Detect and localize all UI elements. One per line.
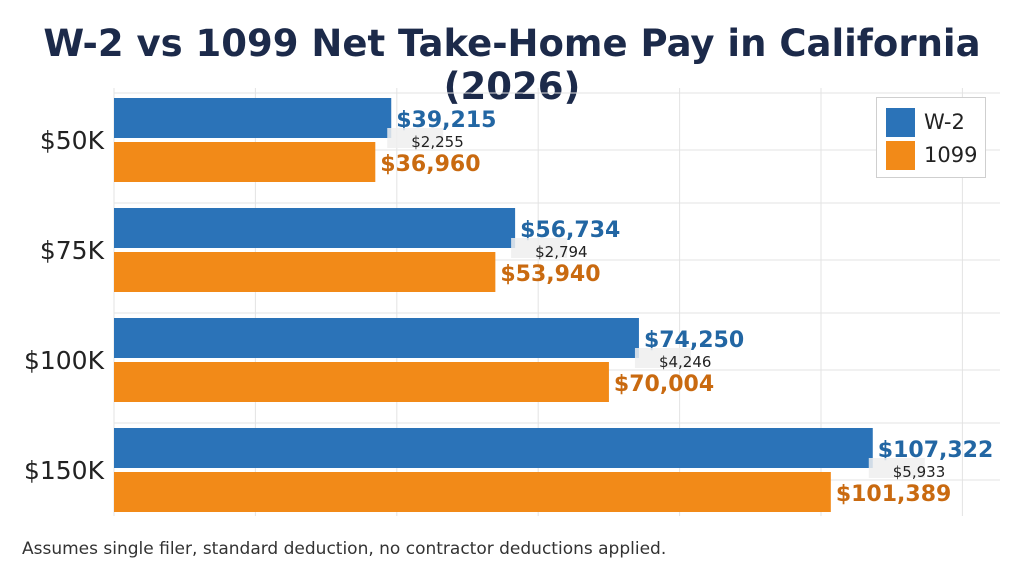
difference-label: $4,246 [659,353,712,371]
value-label-1099: $36,960 [380,152,480,177]
bar-w2 [114,208,516,248]
difference-label-backdrop [511,238,568,258]
category-tick-label: $75K [40,236,105,265]
bar-1099 [114,472,831,512]
footnote: Assumes single filer, standard deduction… [22,539,667,559]
legend-label-w2: W-2 [924,110,965,134]
difference-label: $2,255 [411,133,464,151]
value-label-1099: $101,389 [836,482,952,507]
bar-w2 [114,318,639,358]
category-tick-label: $100K [24,346,105,375]
legend-swatch-w2 [886,107,915,137]
difference-label: $2,794 [535,243,588,261]
legend-item-w2: W-2 [886,107,965,137]
bar-w2 [114,428,873,468]
bar-1099 [114,142,376,182]
difference-label-backdrop [868,458,925,478]
legend-item-1099: 1099 [886,140,977,170]
legend-label-1099: 1099 [924,143,978,167]
value-label-1099: $70,004 [614,372,714,397]
bar-w2 [114,98,392,138]
value-label-1099: $53,940 [500,262,600,287]
legend: W-2 1099 [876,97,986,178]
difference-label-backdrop [387,128,444,148]
category-tick-label: $150K [24,456,105,485]
category-tick-label: $50K [40,126,105,155]
difference-label: $5,933 [893,463,946,481]
bar-1099 [114,252,496,292]
bar-1099 [114,362,609,402]
chart-title: W-2 vs 1099 Net Take-Home Pay in Califor… [43,22,981,108]
difference-label-backdrop [634,348,691,368]
legend-swatch-1099 [886,140,915,170]
